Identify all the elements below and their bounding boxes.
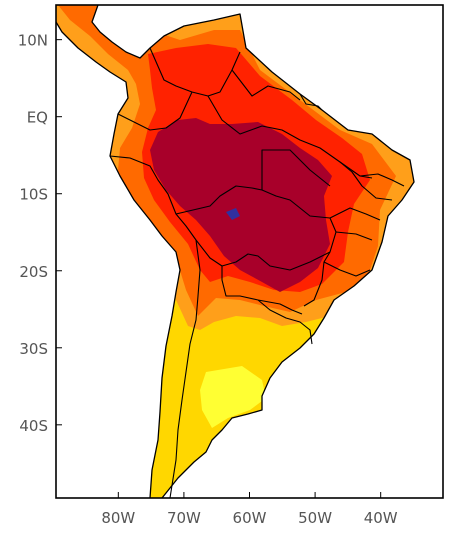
country-borders (109, 47, 405, 498)
lon-tick-label: 80W (101, 509, 135, 527)
lat-tick-label: EQ (27, 109, 48, 127)
coastline (56, 5, 415, 498)
lon-tick-label: 60W (233, 509, 267, 527)
latitude-axis: 10N EQ 10S 20S 30S 40S (18, 32, 62, 435)
lat-tick-label: 10S (19, 186, 48, 204)
lat-tick-label: 40S (19, 417, 48, 435)
band-dark-red (150, 118, 332, 292)
lat-tick-label: 10N (18, 32, 48, 50)
band-light-yellow-patch (200, 366, 266, 428)
lon-tick-label: 50W (298, 509, 332, 527)
lon-tick-label: 40W (364, 509, 398, 527)
lon-tick-label: 70W (167, 509, 201, 527)
lat-tick-label: 20S (19, 263, 48, 281)
band-blue-spot (226, 208, 240, 220)
temperature-field (56, 5, 415, 498)
lat-tick-label: 30S (19, 340, 48, 358)
longitude-axis: 80W 70W 60W 50W 40W (101, 492, 398, 527)
